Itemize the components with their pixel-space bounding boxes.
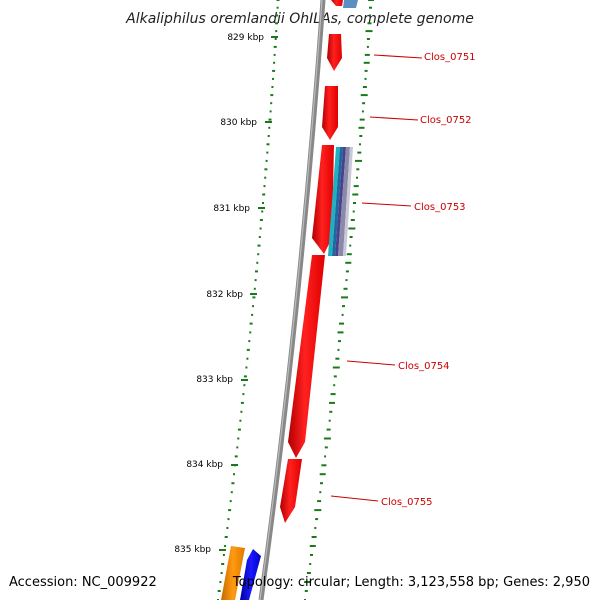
gene-label: Clos_0752 — [420, 115, 472, 126]
map-title: Alkaliphilus oremlandii OhILAs, complete… — [125, 11, 474, 27]
gene-arrow-clos-0755 — [280, 459, 302, 523]
gene-arrow-clos-0753 — [312, 145, 334, 254]
gene-arrow-orange — [221, 546, 245, 600]
label-leader — [369, 116, 419, 121]
gene-label: Clos_0754 — [398, 361, 450, 372]
genome-backbone — [258, 0, 326, 600]
kbp-tick-label: 830 kbp — [220, 118, 257, 128]
feature-stripe — [335, 147, 346, 256]
gene-label: Clos_0751 — [424, 52, 476, 63]
feature-stripe — [328, 147, 340, 256]
gene-labels: Clos_0751 Clos_0752 Clos_0753 Clos_0754 … — [330, 52, 476, 508]
gc-track-left — [217, 0, 280, 600]
gene-label: Clos_0755 — [381, 497, 433, 508]
kbp-tick-label: 834 kbp — [186, 460, 223, 470]
gc-track-right — [304, 0, 374, 600]
gene-arrow-blue — [240, 549, 261, 600]
kbp-tick-label: 835 kbp — [174, 545, 211, 555]
accession-text: Accession: NC_009922 — [9, 575, 157, 590]
feature-stripe — [332, 147, 343, 256]
gene-arrow-clos-0751 — [327, 34, 342, 71]
feature-stripe — [343, 147, 353, 256]
topology-text: Topology: circular; Length: 3,123,558 bp… — [232, 575, 590, 590]
label-leader — [330, 495, 379, 502]
feature-stripe — [338, 147, 350, 256]
kbp-tick-label: 833 kbp — [196, 375, 233, 385]
label-leader — [361, 202, 412, 207]
gene-label: Clos_0753 — [414, 202, 466, 213]
label-leader — [346, 360, 396, 366]
kbp-scale: 829 kbp 830 kbp 831 kbp 832 kbp 833 kbp … — [174, 33, 278, 555]
label-leader — [373, 54, 423, 59]
feature-stripes — [328, 147, 353, 256]
reverse-genes — [221, 546, 261, 600]
gene-arrow-clos-0754 — [288, 255, 325, 458]
forward-genes — [280, 0, 343, 523]
kbp-tick-label: 831 kbp — [213, 204, 250, 214]
gene-arrow-clos-0752 — [322, 86, 338, 140]
genome-backbone-highlight — [259, 0, 323, 600]
gene-arrow-top-partial — [331, 0, 343, 6]
kbp-tick-label: 832 kbp — [206, 290, 243, 300]
kbp-tick-label: 829 kbp — [227, 33, 264, 43]
feature-top-blue — [343, 0, 358, 8]
